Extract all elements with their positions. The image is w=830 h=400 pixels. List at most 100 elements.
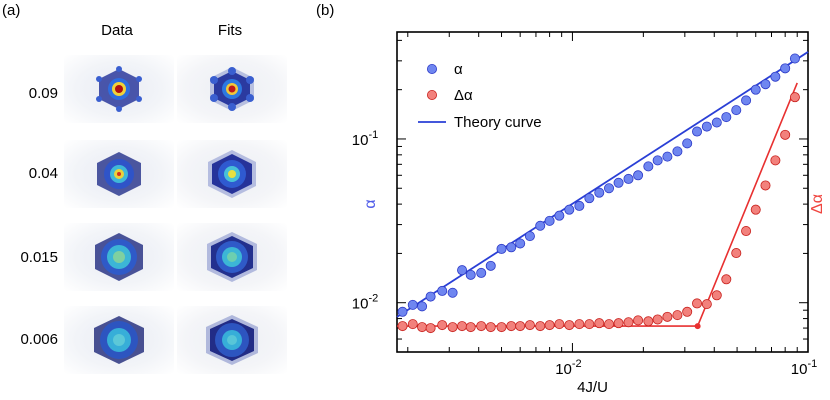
fit-image-0 xyxy=(177,55,287,123)
alpha-point xyxy=(741,95,752,106)
delta-alpha-point xyxy=(682,306,693,317)
alpha-point xyxy=(731,105,742,116)
y-tick-label-1: 10-1 xyxy=(352,129,378,149)
delta-alpha-point xyxy=(447,322,458,333)
delta-alpha-point xyxy=(692,298,703,309)
delta-alpha-point xyxy=(711,290,722,301)
panel-b-label: (b) xyxy=(316,2,335,19)
delta-alpha-point xyxy=(554,319,565,330)
data-image-1 xyxy=(64,140,174,208)
col-header-data: Data xyxy=(101,22,133,39)
x-tick-label-0: 10-2 xyxy=(555,358,581,378)
delta-alpha-point xyxy=(731,248,742,259)
delta-alpha-point xyxy=(544,320,555,331)
delta-alpha-point xyxy=(623,317,634,328)
fit-image-1 xyxy=(177,140,287,208)
delta-alpha-point xyxy=(397,321,408,332)
alpha-point xyxy=(417,301,428,312)
delta-alpha-point xyxy=(633,315,644,326)
delta-alpha-point xyxy=(643,316,654,327)
alpha-point xyxy=(623,173,634,184)
legend-marker-delta-alpha xyxy=(426,90,437,101)
row-label-2: 0.015 xyxy=(20,249,58,266)
delta-alpha-point xyxy=(407,319,418,330)
alpha-point xyxy=(425,291,436,302)
row-label-1: 0.04 xyxy=(28,165,58,182)
y-tick-label-0: 10-2 xyxy=(352,293,378,313)
alpha-point xyxy=(457,265,468,276)
alpha-point xyxy=(789,53,800,64)
alpha-point xyxy=(721,112,732,123)
alpha-point xyxy=(544,215,555,226)
delta-alpha-point xyxy=(584,319,595,330)
delta-alpha-point xyxy=(652,314,663,325)
alpha-point xyxy=(506,242,517,253)
x-tick-label-1: 10-1 xyxy=(791,358,817,378)
alpha-point xyxy=(613,177,624,188)
data-image-0 xyxy=(64,55,174,123)
delta-alpha-point xyxy=(485,322,496,333)
alpha-point xyxy=(662,151,673,162)
delta-alpha-fit-knot xyxy=(694,323,701,330)
delta-alpha-point xyxy=(604,319,615,330)
delta-alpha-point xyxy=(535,321,546,332)
plot-frame xyxy=(396,31,809,353)
delta-alpha-point xyxy=(425,323,436,334)
delta-alpha-point xyxy=(780,129,791,140)
delta-alpha-point xyxy=(770,155,781,166)
delta-alpha-point xyxy=(524,320,535,331)
legend-entry-1: Δα xyxy=(454,87,473,104)
alpha-point xyxy=(407,299,418,310)
alpha-point xyxy=(652,155,663,166)
alpha-point xyxy=(437,285,448,296)
delta-alpha-point xyxy=(594,318,605,329)
delta-alpha-point xyxy=(574,319,585,330)
panel-a-label: (a) xyxy=(2,2,21,19)
alpha-point xyxy=(447,287,458,298)
alpha-point xyxy=(604,183,615,194)
delta-alpha-point xyxy=(701,299,712,310)
delta-alpha-point xyxy=(465,322,476,333)
delta-alpha-point xyxy=(741,226,752,237)
delta-alpha-point xyxy=(760,180,771,191)
delta-alpha-point xyxy=(437,320,448,331)
delta-alpha-point xyxy=(417,322,428,333)
delta-alpha-point xyxy=(515,321,526,332)
y-axis-label-left: α xyxy=(362,199,379,208)
y-axis-label-right: Δα xyxy=(809,194,826,214)
legend-entry-2: Theory curve xyxy=(454,114,542,131)
delta-alpha-point xyxy=(476,321,487,332)
delta-alpha-point xyxy=(613,318,624,329)
delta-alpha-point xyxy=(564,320,575,331)
alpha-point xyxy=(760,79,771,90)
alpha-point xyxy=(594,187,605,198)
alpha-point xyxy=(465,269,476,280)
alpha-point xyxy=(692,126,703,137)
data-image-3 xyxy=(64,306,174,374)
alpha-point xyxy=(515,238,526,249)
alpha-point xyxy=(496,243,507,254)
col-header-fits: Fits xyxy=(217,22,243,39)
alpha-point xyxy=(750,84,761,95)
alpha-point xyxy=(584,193,595,204)
alpha-point xyxy=(535,220,546,231)
alpha-point xyxy=(524,231,535,242)
legend-entry-0: α xyxy=(454,61,463,78)
delta-alpha-point xyxy=(750,204,761,215)
alpha-point xyxy=(476,267,487,278)
alpha-point xyxy=(397,306,408,317)
fit-image-3 xyxy=(177,306,287,374)
delta-alpha-point xyxy=(721,274,732,285)
alpha-point xyxy=(672,146,683,157)
alpha-point xyxy=(564,204,575,215)
data-image-2 xyxy=(64,223,174,291)
fit-image-2 xyxy=(177,223,287,291)
alpha-point xyxy=(711,117,722,128)
delta-alpha-point xyxy=(789,92,800,103)
alpha-point xyxy=(701,121,712,132)
delta-alpha-point xyxy=(496,322,507,333)
alpha-point xyxy=(554,210,565,221)
alpha-point xyxy=(643,161,654,172)
alpha-point xyxy=(574,200,585,211)
